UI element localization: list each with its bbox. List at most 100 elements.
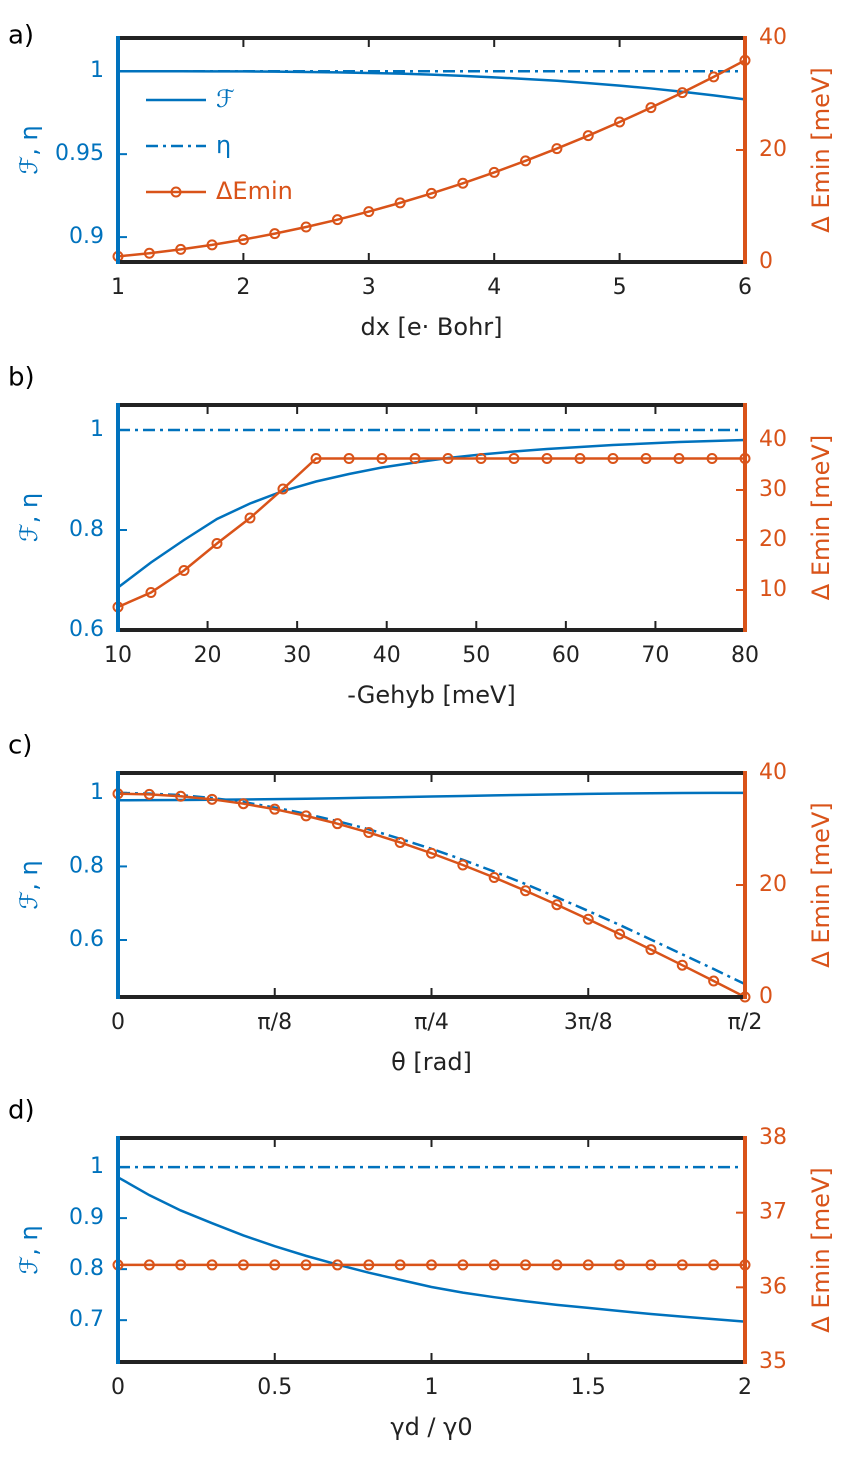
series-marker xyxy=(331,1259,343,1271)
series-marker xyxy=(708,71,720,83)
y-tick-label: 1 xyxy=(90,1154,104,1179)
x-tick-label: 0 xyxy=(111,1010,125,1035)
series-marker xyxy=(551,1259,563,1271)
y2-tick-label: 30 xyxy=(759,477,787,502)
y-tick-label: 1 xyxy=(90,58,104,83)
x-axis-label: γd / γ0 xyxy=(390,1413,472,1441)
x-axis-label: θ [rad] xyxy=(391,1048,472,1076)
series-marker xyxy=(237,1259,249,1271)
panel: b) 10 20 30 40 50 60 70 80 0.6 0.8 1 10 20 30 40 -Gehyb … xyxy=(8,363,835,710)
series-marker xyxy=(645,944,657,956)
y2-tick-label: 20 xyxy=(759,527,787,552)
x-tick-label: 2 xyxy=(738,1375,752,1400)
series-marker xyxy=(145,587,157,598)
series-marker xyxy=(582,913,594,925)
series-marker xyxy=(614,1259,626,1271)
y2-axis-label: Δ Emin [meV] xyxy=(807,1167,835,1332)
series-marker xyxy=(645,102,657,114)
series-marker xyxy=(143,788,155,800)
series-marker xyxy=(551,143,563,155)
series-line xyxy=(118,1176,745,1323)
series-marker xyxy=(640,453,652,464)
series-marker xyxy=(708,1259,720,1271)
series-marker xyxy=(520,1259,532,1271)
x-tick-label: 3 xyxy=(362,275,376,300)
x-tick-label: 1.5 xyxy=(571,1375,606,1400)
y2-tick-label: 0 xyxy=(759,984,773,1009)
series-marker xyxy=(574,453,586,464)
series-marker xyxy=(708,975,720,987)
series-marker xyxy=(310,453,322,464)
series-marker xyxy=(508,453,520,464)
y-tick-label: 0.95 xyxy=(55,141,104,166)
series-marker xyxy=(551,899,563,911)
series-marker xyxy=(175,1259,187,1271)
x-tick-label: 2 xyxy=(236,275,250,300)
series-marker xyxy=(475,453,487,464)
panel-label: c) xyxy=(8,731,32,761)
legend-marker xyxy=(170,186,182,198)
series-marker xyxy=(244,512,256,524)
series-marker xyxy=(607,453,619,464)
series-marker xyxy=(237,234,249,246)
series-marker xyxy=(269,1259,281,1271)
x-tick-label: 60 xyxy=(552,643,580,668)
x-axis-label: -Gehyb [meV] xyxy=(347,681,515,709)
panel: d) 0 0.5 1 1.5 2 0.7 0.8 0.9 1 35 36 37 38 γd / γ0 ℱ, η… xyxy=(8,1096,835,1442)
panel: c) 0 π/8 π/4 3π/8 π/2 0.6 0.8 1 0 20 40 θ [rad] ℱ, η Δ… xyxy=(8,731,835,1077)
y-tick-label: 0.8 xyxy=(69,1256,104,1281)
series-line xyxy=(118,791,745,986)
panel-label: a) xyxy=(8,21,34,51)
series-marker xyxy=(331,214,343,226)
series-marker xyxy=(673,453,685,464)
series-marker xyxy=(237,798,249,810)
y-tick-label: 0.9 xyxy=(69,1205,104,1230)
series-marker xyxy=(206,239,218,251)
y-tick-label: 0.9 xyxy=(69,224,104,249)
x-tick-label: 0.5 xyxy=(257,1375,292,1400)
y-tick-label: 0.6 xyxy=(69,927,104,952)
legend-label: η xyxy=(216,131,231,159)
series-marker xyxy=(582,130,594,142)
series-marker xyxy=(442,453,454,464)
series-marker xyxy=(676,959,688,971)
series-marker xyxy=(645,1259,657,1271)
series-line xyxy=(118,792,745,997)
series-marker xyxy=(488,871,500,883)
y-axis-label: ℱ, η xyxy=(15,493,43,542)
series-marker xyxy=(300,221,312,233)
series-marker xyxy=(269,228,281,240)
x-tick-label: 5 xyxy=(613,275,627,300)
series-marker xyxy=(426,187,437,199)
x-tick-label: 1 xyxy=(425,1375,439,1400)
series-marker xyxy=(363,206,375,218)
y-axis-label: ℱ, η xyxy=(15,1225,43,1274)
y-tick-label: 0.8 xyxy=(69,517,104,542)
y-tick-label: 0.8 xyxy=(69,853,104,878)
series-marker xyxy=(457,859,469,871)
series-marker xyxy=(457,177,469,189)
y2-tick-label: 0 xyxy=(759,249,773,274)
series-marker xyxy=(582,1259,594,1271)
series-marker xyxy=(178,565,190,576)
x-tick-label: 50 xyxy=(462,643,490,668)
series-marker xyxy=(331,818,343,830)
series-marker xyxy=(676,87,688,99)
series-marker xyxy=(143,247,155,259)
series-marker xyxy=(363,1259,375,1271)
y2-tick-label: 40 xyxy=(759,427,787,452)
y-tick-label: 1 xyxy=(90,417,104,442)
x-tick-label: 1 xyxy=(111,275,125,300)
series-line xyxy=(118,438,745,589)
series-marker xyxy=(175,243,187,255)
panel-label: b) xyxy=(8,363,35,393)
y2-tick-label: 20 xyxy=(759,872,787,897)
y2-tick-label: 35 xyxy=(759,1349,787,1374)
panel-label: d) xyxy=(8,1096,35,1126)
series-marker xyxy=(143,1259,155,1271)
x-tick-label: 4 xyxy=(487,275,501,300)
y2-tick-label: 10 xyxy=(759,577,787,602)
series-marker xyxy=(520,155,532,167)
series-marker xyxy=(394,197,406,209)
